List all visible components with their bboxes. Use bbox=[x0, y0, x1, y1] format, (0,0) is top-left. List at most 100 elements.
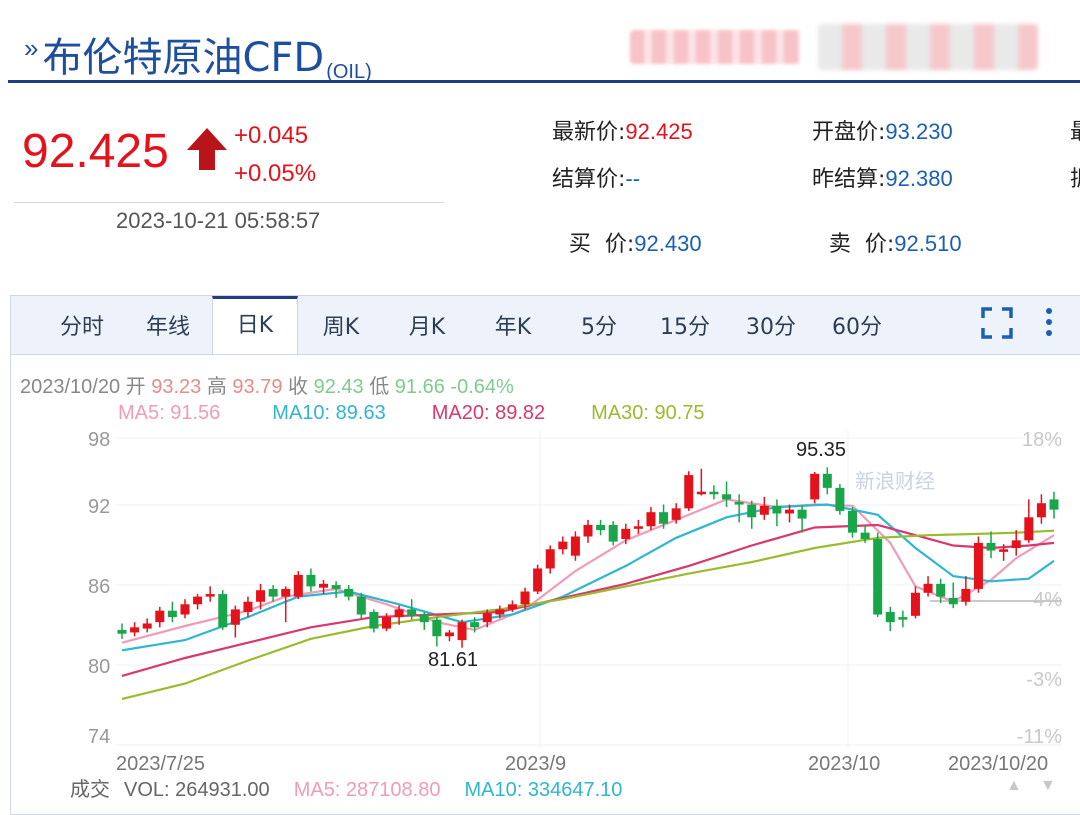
candle-body bbox=[293, 574, 303, 597]
candle bbox=[986, 531, 996, 559]
tab-weekly-k[interactable]: 周K bbox=[322, 315, 360, 340]
y-tick-label: 74 bbox=[88, 726, 110, 748]
candle-body bbox=[230, 609, 240, 625]
tab-15min[interactable]: 15分 bbox=[660, 315, 710, 340]
candle bbox=[973, 536, 983, 593]
candle-body bbox=[444, 632, 454, 637]
settle-price-field: 结算价:-- bbox=[552, 166, 641, 192]
scroll-up-icon[interactable]: ▲ bbox=[1006, 777, 1022, 794]
candle-body bbox=[986, 542, 996, 551]
candle-body bbox=[167, 610, 177, 618]
candle-body bbox=[306, 574, 316, 587]
candle-body bbox=[130, 627, 140, 633]
candle bbox=[256, 583, 266, 610]
candle-body bbox=[621, 528, 631, 540]
candle-body bbox=[734, 501, 744, 505]
candle-body bbox=[772, 505, 782, 514]
candle bbox=[558, 536, 568, 555]
volume-ma10: MA10: 334647.10 bbox=[464, 779, 623, 801]
pct-tick-label: 4% bbox=[1033, 589, 1062, 611]
candle bbox=[722, 481, 732, 508]
candle bbox=[117, 623, 127, 639]
volume-legend: 成交 VOL: 264931.00 MA5: 287108.80 MA10: 3346… bbox=[70, 773, 622, 802]
candle-body bbox=[759, 505, 769, 515]
tab-monthly-k[interactable]: 月K bbox=[408, 315, 446, 340]
candle bbox=[344, 585, 354, 601]
candle bbox=[923, 576, 933, 597]
candle bbox=[281, 586, 291, 623]
candle-body bbox=[155, 610, 165, 623]
candle-body bbox=[1024, 517, 1034, 541]
current-price: 92.425 bbox=[22, 125, 169, 178]
tab-60min[interactable]: 60分 bbox=[832, 315, 882, 340]
tab-daily-k[interactable]: 日K bbox=[212, 296, 298, 354]
ma10-label: MA10: 89.63 bbox=[272, 402, 386, 424]
volume-ma5: MA5: 287108.80 bbox=[293, 779, 441, 801]
candle bbox=[167, 601, 177, 623]
candle bbox=[936, 578, 946, 604]
candle-body bbox=[545, 549, 555, 569]
candle-body bbox=[218, 594, 228, 628]
candle-body bbox=[369, 611, 379, 629]
candle-body bbox=[482, 613, 492, 623]
candle-body bbox=[948, 597, 958, 605]
pct-tick-label: -3% bbox=[1026, 669, 1062, 691]
candle bbox=[193, 594, 203, 610]
candle-body bbox=[923, 583, 933, 593]
tab-5min[interactable]: 5分 bbox=[581, 315, 617, 340]
x-tick-label: 2023/10 bbox=[808, 753, 880, 775]
candle-body bbox=[797, 509, 807, 519]
candle bbox=[1049, 491, 1059, 519]
candle-body bbox=[142, 623, 152, 629]
candle bbox=[319, 579, 329, 595]
candle bbox=[1024, 499, 1034, 543]
candle bbox=[873, 532, 883, 618]
tab-intraday[interactable]: 分时 bbox=[59, 315, 104, 340]
candle-body bbox=[684, 475, 694, 509]
candle-body bbox=[432, 619, 442, 637]
y-tick-label: 80 bbox=[88, 656, 110, 678]
candle-body bbox=[822, 473, 832, 488]
candle bbox=[898, 610, 908, 628]
candle-body bbox=[495, 609, 505, 615]
pct-tick-label: 18% bbox=[1022, 429, 1062, 451]
candle bbox=[646, 507, 656, 531]
candle bbox=[747, 500, 757, 529]
instrument-code: (OIL) bbox=[326, 61, 372, 83]
ma30-label: MA30: 90.75 bbox=[591, 402, 705, 424]
candle-body bbox=[205, 594, 215, 597]
y-tick-label: 98 bbox=[88, 429, 110, 451]
latest-price-field: 最新价:92.425 bbox=[552, 119, 693, 145]
ask-price-field: 卖 价:92.510 bbox=[828, 231, 962, 257]
fullscreen-icon[interactable] bbox=[980, 306, 1014, 340]
candle bbox=[155, 606, 165, 628]
candle bbox=[621, 523, 631, 545]
ma20-label: MA20: 89.82 bbox=[431, 402, 546, 424]
low-annotation: 81.61 bbox=[428, 649, 478, 671]
candle-body bbox=[847, 510, 857, 533]
tab-yearly-line[interactable]: 年线 bbox=[145, 315, 190, 340]
candle bbox=[822, 467, 832, 495]
candle bbox=[230, 605, 240, 638]
tab-yearly-k[interactable]: 年K bbox=[494, 315, 532, 340]
candle bbox=[130, 622, 140, 637]
double-chevron-icon: » bbox=[24, 33, 39, 63]
candle-body bbox=[470, 622, 480, 628]
more-options-icon[interactable] bbox=[1042, 306, 1056, 340]
header-divider bbox=[8, 80, 1080, 83]
x-tick-label: 2023/7/25 bbox=[116, 753, 205, 775]
candle-body bbox=[936, 583, 946, 597]
up-arrow-icon bbox=[187, 128, 227, 170]
volume-value: VOL: 264931.00 bbox=[124, 779, 270, 801]
candle bbox=[293, 571, 303, 600]
candle-body bbox=[243, 601, 253, 612]
candle bbox=[671, 503, 681, 524]
candle-body bbox=[696, 491, 706, 495]
candle-body bbox=[407, 609, 417, 616]
candle-body bbox=[1036, 503, 1046, 518]
candle bbox=[419, 611, 429, 630]
candle-body bbox=[722, 494, 732, 500]
tab-30min[interactable]: 30分 bbox=[746, 315, 796, 340]
candle bbox=[394, 605, 404, 625]
scroll-down-icon[interactable]: ▼ bbox=[1040, 777, 1056, 794]
